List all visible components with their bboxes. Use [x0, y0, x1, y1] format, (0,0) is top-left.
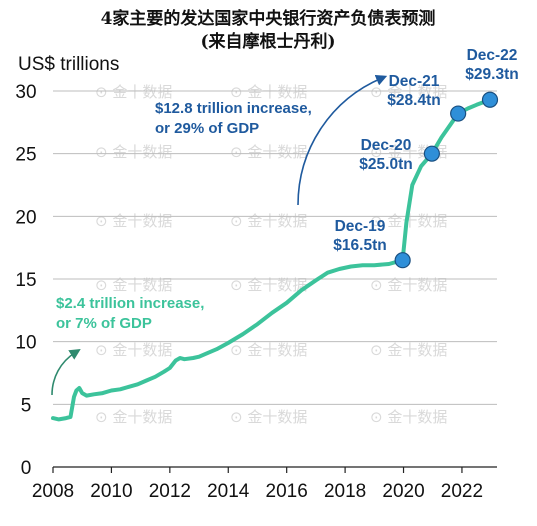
y-tick-label: 5 [21, 395, 32, 416]
highlight-markers [394, 91, 499, 269]
highlight-labels: Dec-19 $16.5tn Dec-20 $25.0tn Dec-21 $28.4tn D… [333, 47, 518, 254]
watermark-text: ⊙ 金十数据 [95, 143, 172, 161]
watermark-text: ⊙ 金十数据 [95, 341, 172, 359]
highlight-marker [423, 145, 440, 162]
blue-annotation-arrow [297, 75, 388, 206]
x-tick-label: 2008 [32, 481, 74, 502]
watermark-text: ⊙ 金十数据 [230, 143, 307, 161]
x-tick-label: 2016 [266, 481, 308, 502]
watermark-text: ⊙ 金十数据 [230, 276, 307, 294]
highlight-value-label: $25.0tn [359, 156, 412, 173]
highlight-date-label: Dec-19 [335, 218, 386, 235]
x-tick-label: 2020 [382, 481, 424, 502]
series-line [51, 97, 492, 422]
annotation-line: $2.4 trillion increase, [56, 295, 204, 312]
x-tick-label: 2010 [90, 481, 132, 502]
watermark-text: ⊙ 金十数据 [230, 408, 307, 426]
gridlines [52, 90, 497, 473]
chart-subtitle: (来自摩根士丹利) [200, 31, 335, 52]
watermark-text: ⊙ 金十数据 [95, 276, 172, 294]
y-tick-label: 20 [15, 207, 36, 228]
y-tick-label: 10 [15, 333, 36, 354]
annotation-line: $12.8 trillion increase, [155, 100, 312, 117]
highlight-marker [450, 105, 467, 122]
y-tick-label: 30 [15, 82, 36, 103]
y-tick-label: 0 [21, 458, 32, 479]
watermark-text: ⊙ 金十数据 [370, 83, 447, 101]
watermark-text: ⊙ 金十数据 [95, 408, 172, 426]
y-axis-unit-label: US$ trillions [18, 54, 119, 75]
watermark-layer: ⊙ 金十数据 ⊙ 金十数据 ⊙ 金十数据 ⊙ 金十数据 ⊙ 金十数据 ⊙ 金十数据 ⊙ 金十… [95, 83, 447, 426]
watermark-text: ⊙ 金十数据 [370, 408, 447, 426]
highlight-value-label: $16.5tn [333, 237, 386, 254]
highlight-marker [394, 252, 411, 269]
watermark-text: ⊙ 金十数据 [370, 341, 447, 359]
highlight-marker [481, 91, 499, 108]
y-tick-label: 25 [15, 145, 36, 166]
highlight-value-label: $29.3tn [465, 66, 518, 83]
y-tick-label: 15 [15, 270, 36, 291]
highlight-date-label: Dec-22 [467, 47, 518, 64]
highlight-date-label: Dec-21 [389, 73, 440, 90]
x-tick-label: 2012 [149, 481, 191, 502]
watermark-text: ⊙ 金十数据 [95, 212, 172, 230]
x-tick-label: 2014 [207, 481, 250, 502]
annotation-line: or 7% of GDP [56, 315, 152, 332]
watermark-text: ⊙ 金十数据 [230, 212, 307, 230]
x-tick-label: 2018 [324, 481, 366, 502]
chart-title: 4家主要的发达国家中央银行资产负债表预测 [101, 8, 436, 29]
watermark-text: ⊙ 金十数据 [95, 83, 172, 101]
watermark-text: ⊙ 金十数据 [230, 341, 307, 359]
x-tick-label: 2022 [441, 481, 483, 502]
x-tick-labels: 2008 2010 2012 2014 2016 2018 2020 2022 [32, 481, 483, 502]
highlight-value-label: $28.4tn [387, 92, 440, 109]
highlight-date-label: Dec-20 [361, 137, 412, 154]
green-annotation-arrow [51, 349, 81, 396]
watermark-text: ⊙ 金十数据 [370, 276, 447, 294]
watermark-text: ⊙ 金十数据 [230, 83, 307, 101]
annotations: $12.8 trillion increase, or 29% of GDP $2.… [56, 100, 312, 332]
annotation-line: or 29% of GDP [155, 120, 259, 137]
y-tick-labels: 0 5 10 15 20 25 30 [15, 82, 36, 479]
